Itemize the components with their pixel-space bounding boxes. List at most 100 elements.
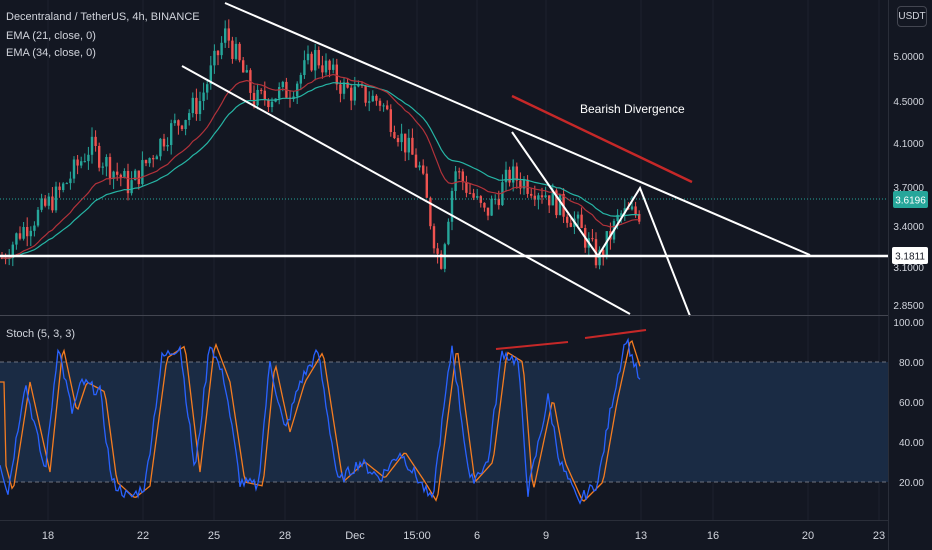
candle-body <box>195 97 198 115</box>
candle-body <box>432 226 436 249</box>
time-tick-label: 16 <box>707 530 719 542</box>
candle-body <box>137 170 140 185</box>
candle-body <box>627 208 630 210</box>
candle-body <box>418 165 421 168</box>
candle-body <box>209 65 212 85</box>
candle-body <box>490 198 493 216</box>
candle-body <box>22 226 25 239</box>
stoch-legend[interactable]: Stoch (5, 3, 3) <box>6 328 76 340</box>
candle-body <box>436 248 439 254</box>
price-divergence-line <box>511 94 693 184</box>
candle-body <box>11 244 14 259</box>
time-tick-label: 23 <box>873 530 885 542</box>
candle-body <box>630 206 634 210</box>
candle-body <box>180 125 184 130</box>
price-tick-label: 3.4000 <box>893 222 924 233</box>
candle-body <box>184 119 187 130</box>
candle-body <box>501 182 504 206</box>
candle-body <box>328 60 331 70</box>
lower-trendline <box>181 65 631 315</box>
candle-body <box>472 193 475 198</box>
price-tick-label: 3.7000 <box>893 183 924 194</box>
pattern-path <box>511 131 691 317</box>
candle-body <box>476 196 479 198</box>
ema-34-legend[interactable]: EMA (34, close, 0) <box>6 47 96 59</box>
candle-body <box>101 166 104 168</box>
time-tick-label: 18 <box>42 530 54 542</box>
candle-body <box>317 50 320 66</box>
candle-body <box>173 120 176 124</box>
candle-body <box>515 166 518 181</box>
candle-body <box>558 193 562 216</box>
candle-body <box>350 87 353 101</box>
stoch-tick-label: 20.00 <box>899 478 924 489</box>
support-level-label: 3.1811 <box>895 252 925 263</box>
candle-body <box>87 154 90 162</box>
candle-body <box>206 84 209 93</box>
candle-body <box>270 101 274 108</box>
ema-21-legend[interactable]: EMA (21, close, 0) <box>6 30 96 42</box>
candle-body <box>220 42 223 56</box>
currency-button[interactable]: USDT <box>897 6 927 27</box>
candle-body <box>130 180 133 194</box>
candle-body <box>65 183 68 185</box>
candle-body <box>404 133 407 153</box>
candle-body <box>54 186 58 211</box>
candle-body <box>108 157 112 179</box>
candle-body <box>346 82 349 88</box>
ema-21-line <box>1 73 640 259</box>
candle-body <box>378 100 382 106</box>
candle-body <box>324 60 328 73</box>
drawing-annotations: Bearish Divergence <box>0 2 888 317</box>
symbol-title[interactable]: Decentraland / TetherUS, 4h, BINANCE <box>6 11 200 23</box>
candle-body <box>123 170 126 179</box>
candle-body <box>465 182 468 193</box>
candle-body <box>58 186 61 191</box>
candle-body <box>47 196 50 206</box>
candle-body <box>540 195 544 198</box>
price-tick-label: 4.1000 <box>893 139 924 150</box>
current-price-label: 3.6196 <box>895 196 926 207</box>
candle-body <box>396 138 400 143</box>
candle-body <box>306 53 310 61</box>
time-axis-ticks[interactable]: 18 22 25 28 Dec 15:00 6 9 13 16 20 23 <box>42 530 885 542</box>
candle-body <box>508 169 511 183</box>
time-tick-label: 20 <box>802 530 814 542</box>
candle-body <box>386 105 389 110</box>
time-tick-label: Dec <box>345 530 365 542</box>
candle-body <box>303 60 306 76</box>
stoch-divergence-line-a <box>495 341 569 350</box>
candle-body <box>252 92 256 106</box>
support-level-badge: 3.1811 <box>892 247 928 264</box>
candle-body <box>332 64 335 70</box>
candle-body <box>576 214 580 219</box>
price-axis-ticks: 5.0000 4.5000 4.1000 3.7000 3.4000 3.1000 2.85… <box>893 52 924 489</box>
candle-body <box>522 179 526 189</box>
price-tick-label: 2.8500 <box>893 301 924 312</box>
candle-body <box>18 233 22 239</box>
current-price-badge: 3.6196 <box>893 191 928 208</box>
candle-body <box>530 193 533 196</box>
candle-body <box>213 50 216 66</box>
price-axis[interactable] <box>888 0 932 550</box>
candle-body <box>533 195 536 200</box>
candle-body <box>634 206 637 214</box>
candle-body <box>126 170 130 194</box>
candle-body <box>83 161 86 163</box>
candle-body <box>620 213 623 215</box>
time-tick-label: 25 <box>208 530 220 542</box>
candle-body <box>238 43 241 61</box>
candle-body <box>537 195 540 200</box>
candle-body <box>407 137 410 153</box>
candle-body <box>36 209 40 226</box>
candle-body <box>256 89 259 106</box>
candle-body <box>638 213 641 222</box>
candle-body <box>29 230 32 237</box>
candle-body <box>90 136 94 155</box>
candle-body <box>411 137 414 155</box>
candle-body <box>544 195 547 198</box>
time-tick-label: 28 <box>279 530 291 542</box>
candle-body <box>245 70 248 73</box>
candle-body <box>152 158 155 160</box>
